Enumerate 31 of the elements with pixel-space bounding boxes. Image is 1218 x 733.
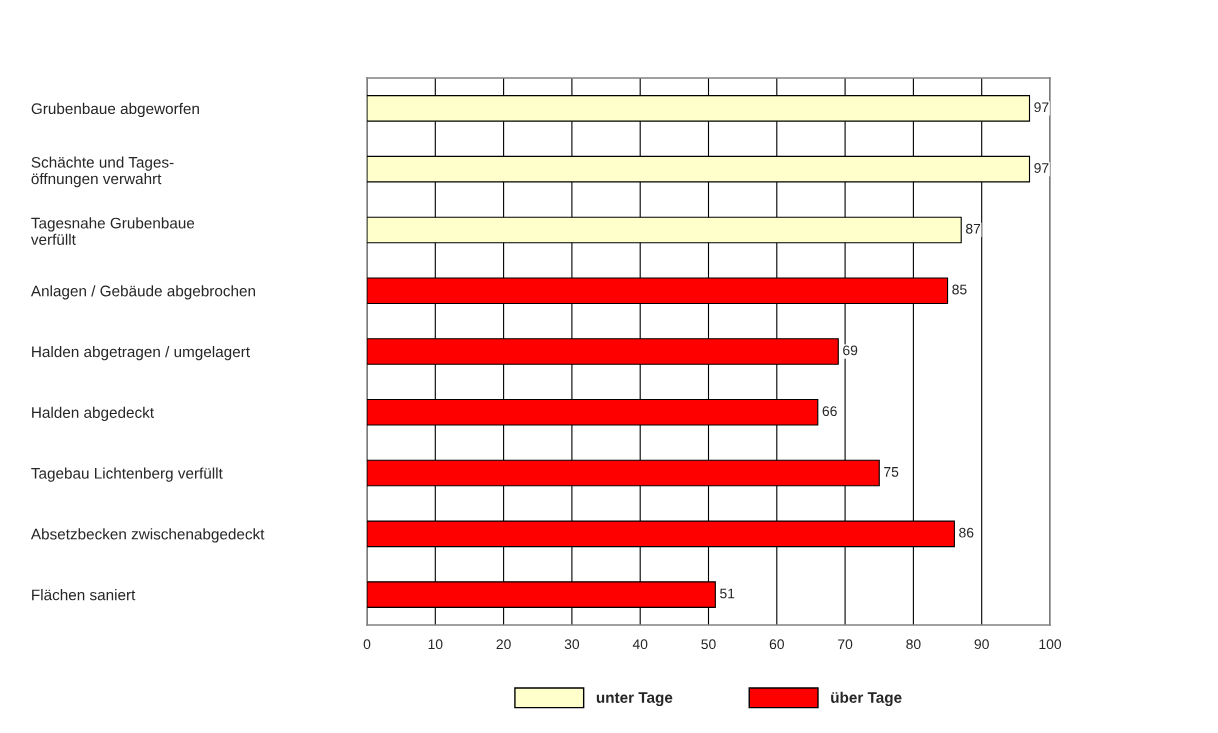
data-label: 85 [952, 284, 967, 295]
data-label: 87 [965, 223, 981, 234]
x-tick-label: 60 [769, 639, 784, 650]
x-tick-label: 40 [632, 639, 648, 650]
x-tick-label: 50 [701, 639, 716, 650]
data-label: 86 [959, 527, 974, 538]
y-tick-label: Tagebau Lichtenberg verfüllt [31, 467, 223, 482]
data-label: 97 [1034, 163, 1049, 173]
x-tick-label: 90 [974, 639, 989, 650]
data-label: 51 [720, 588, 735, 599]
y-tick-label: Halden abgetragen / umgelagert [32, 345, 250, 361]
x-tick-label: 10 [428, 639, 443, 650]
data-label: 66 [822, 406, 837, 417]
y-tick-label: Anlagen / Gebäude abgebrochen [30, 285, 256, 300]
y-tick-label: Flächen saniert [32, 589, 136, 601]
data-label: 69 [843, 345, 858, 356]
data-label: 97 [1034, 102, 1049, 113]
x-tick-label: 80 [906, 639, 921, 650]
x-tick-label: 30 [564, 639, 580, 650]
y-tick-label: Grubenbaue abgeworfen [31, 102, 199, 118]
legend-label: über Tage [831, 691, 902, 707]
legend-label: unter Tage [596, 692, 673, 707]
x-tick-label: 70 [838, 639, 853, 650]
x-tick-label: 20 [496, 639, 511, 650]
x-tick-label: 100 [1039, 639, 1062, 650]
y-tick-label: Schächte und Tages- öffnungen verwahrt [31, 156, 174, 188]
y-tick-label: Halden abgedeckt [32, 406, 154, 421]
y-tick-label: Absetzbecken zwischenabgedeckt [30, 528, 265, 543]
data-label: 75 [884, 467, 899, 477]
x-tick-label: 0 [363, 639, 371, 650]
y-tick-label: Tagesnahe Grubenbaue verfüllt [30, 217, 195, 245]
